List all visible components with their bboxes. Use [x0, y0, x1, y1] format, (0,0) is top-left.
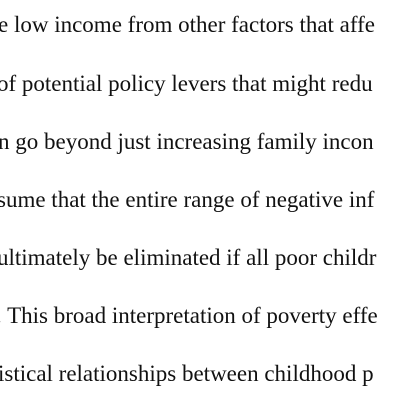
text-line-6: . This broad interpretation of poverty e… — [0, 303, 378, 328]
text-line-5: ultimately be eliminated if all poor chi… — [0, 245, 377, 270]
text-line-7: istical relationships between childhood … — [0, 361, 374, 386]
text-line-2: of potential policy levers that might re… — [0, 71, 373, 96]
text-line-3: n go beyond just increasing family incon — [0, 129, 374, 154]
text-line-4: sume that the entire range of negative i… — [0, 187, 375, 212]
text-line-1: e low income from other factors that aff… — [0, 12, 376, 37]
